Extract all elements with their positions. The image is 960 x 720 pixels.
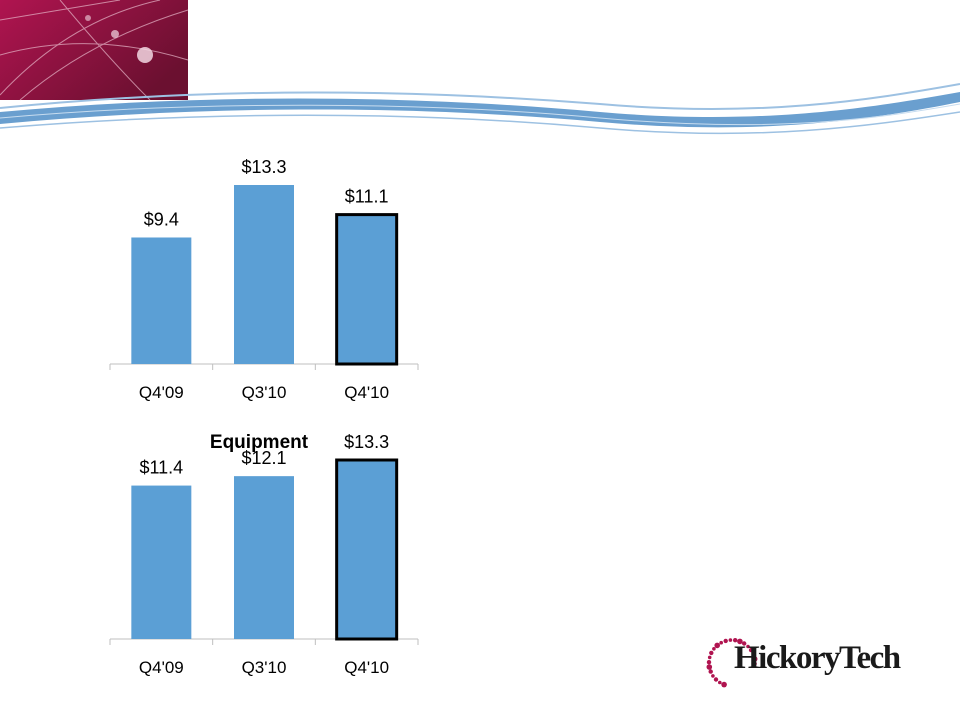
logo-dot: [707, 655, 712, 660]
equipment-bar-2: [234, 476, 294, 639]
top-tick-label-2: Q3'10: [242, 383, 287, 402]
equipment-value-label-2: $12.1: [241, 448, 286, 468]
top-bar-1: [131, 237, 192, 364]
banner-block: [0, 0, 188, 100]
header-banner: [0, 0, 960, 135]
banner-dot-small: [85, 15, 91, 21]
logo-dot: [737, 638, 743, 645]
banner-globe-lines: [0, 0, 189, 101]
equipment-value-label-3: $13.3: [344, 432, 389, 452]
logo-dot: [711, 674, 715, 678]
banner-dot-medium: [111, 30, 119, 38]
logo-dot: [746, 644, 750, 649]
logo-text: HickoryTech: [734, 640, 901, 676]
logo-dot: [718, 680, 722, 685]
top-value-label-2: $13.3: [241, 157, 286, 177]
logo-dot: [733, 638, 738, 643]
equipment-tick-label-3: Q4'10: [344, 658, 389, 677]
equipment-value-label-1: $11.4: [139, 458, 183, 478]
top-value-label-1: $9.4: [144, 209, 179, 229]
logo-dot: [714, 642, 720, 649]
logo-dot: [713, 677, 719, 682]
logo-dot: [708, 669, 713, 674]
logo-dot: [723, 638, 728, 644]
top-bar-2: [234, 185, 294, 364]
logo-dot: [712, 647, 716, 651]
logo-dot: [706, 664, 713, 670]
equipment-bar-1: [131, 485, 192, 639]
logo-dot: [742, 641, 747, 646]
top-value-label-3: $11.1: [345, 187, 389, 207]
equipment-tick-label-2: Q3'10: [242, 658, 287, 677]
top-bar-3: [335, 213, 399, 366]
logo-dot: [719, 640, 723, 645]
logo-dot: [721, 681, 727, 688]
logo-dot: [748, 647, 754, 653]
bar-chart-top: $9.4 Q4'09 $13.3 Q3'10 $11.1 Q4'10: [109, 157, 419, 402]
equipment-tick-label-1: Q4'09: [139, 658, 184, 677]
hickorytech-logo: HickoryTech: [704, 634, 934, 692]
logo-dot: [751, 652, 756, 657]
top-tick-label-3: Q4'10: [344, 383, 389, 402]
logo-dots-icon: [706, 638, 758, 688]
bar-chart-equipment: Equipment $11.4 Q4'09 $12.1 Q3'10 $13.3 Q4'10: [109, 432, 419, 677]
logo-dot: [753, 662, 757, 666]
logo-dot: [728, 638, 733, 642]
logo-dot: [751, 656, 758, 662]
header-wave: [0, 83, 960, 135]
top-tick-label-1: Q4'09: [139, 383, 184, 402]
logo-dot: [706, 660, 712, 665]
banner-dot-large: [137, 47, 153, 63]
logo-dot: [709, 650, 714, 656]
equipment-bar-3: [335, 458, 399, 641]
equipment-chart-title: Equipment: [210, 432, 309, 453]
